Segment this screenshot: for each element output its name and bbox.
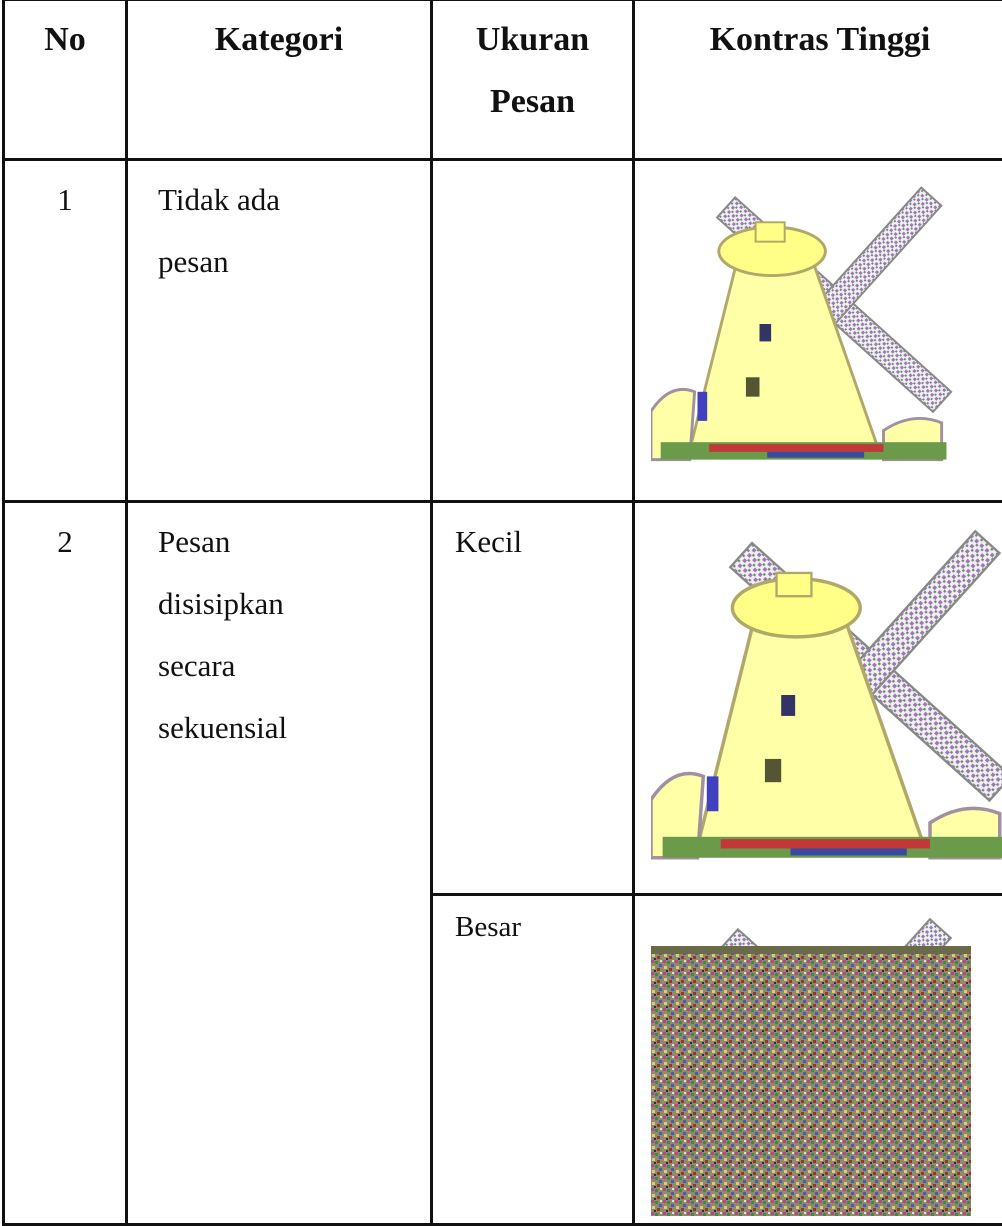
header-cell: Kontras Tinggi (632, 0, 1002, 161)
size-cell: Kecil (430, 500, 635, 896)
header-cell: Kategori (125, 0, 433, 161)
header-cell: Ukuran Pesan (430, 0, 635, 161)
size-cell: Besar (430, 893, 635, 1226)
windmill-image (651, 529, 1002, 860)
windmill-image (651, 186, 953, 462)
table-row: Besar (4, 893, 1002, 1226)
category-cell: Pesan disisipkan secara sekuensial (125, 500, 433, 1226)
table-row: 1 Tidak ada pesan (2, 158, 1002, 503)
no-cell: 2 (2, 500, 128, 1226)
header-cell: No (2, 0, 128, 161)
image-cell (632, 500, 1002, 896)
size-cell (430, 158, 635, 503)
no-cell: 1 (2, 158, 128, 503)
category-cell: Tidak ada pesan (125, 158, 433, 503)
image-cell (632, 158, 1002, 503)
header-row: No Kategori Ukuran Pesan Kontras Tinggi (2, 0, 1002, 161)
category-text: Pesan disisipkan secara sekuensial (158, 524, 288, 745)
category-text: Tidak ada pesan (158, 182, 280, 279)
table-row: 2 Pesan disisipkan secara sekuensial Kec… (2, 500, 1002, 1226)
image-cell (632, 893, 1002, 1226)
windmill-image (651, 917, 971, 1216)
